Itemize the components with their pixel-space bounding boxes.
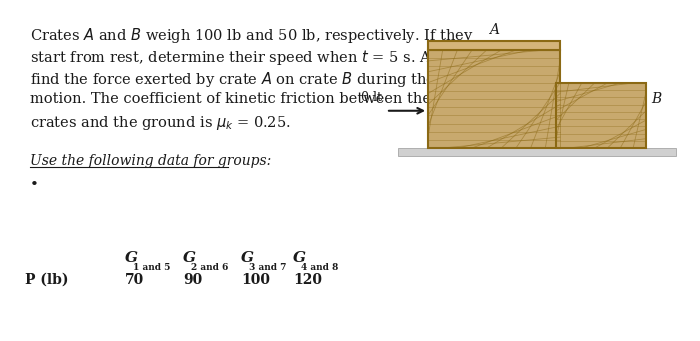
Text: crates and the ground is $\mu_k$ = 0.25.: crates and the ground is $\mu_k$ = 0.25. — [30, 114, 290, 132]
Text: •: • — [30, 178, 39, 192]
Bar — [428, 41, 560, 50]
Text: 90: 90 — [183, 273, 202, 287]
Bar — [428, 50, 560, 148]
Text: motion. The coefficient of kinetic friction between the: motion. The coefficient of kinetic frict… — [30, 92, 431, 106]
Text: start from rest, determine their speed when $t$ = 5 s. Also,: start from rest, determine their speed w… — [30, 48, 456, 67]
Text: Crates $A$ and $B$ weigh 100 lb and 50 lb, respectively. If they: Crates $A$ and $B$ weigh 100 lb and 50 l… — [30, 26, 473, 45]
Text: 2 and 6: 2 and 6 — [191, 263, 228, 272]
Text: 70: 70 — [125, 273, 144, 287]
Text: find the force exerted by crate $A$ on crate $B$ during the: find the force exerted by crate $A$ on c… — [30, 70, 435, 89]
Bar — [398, 148, 676, 156]
Text: G: G — [241, 251, 254, 265]
Text: B: B — [651, 92, 661, 106]
Text: G: G — [183, 251, 196, 265]
Text: 0 lt: 0 lt — [361, 91, 382, 104]
Text: 3 and 7: 3 and 7 — [249, 263, 286, 272]
Bar — [556, 83, 646, 148]
Text: 120: 120 — [293, 273, 322, 287]
Text: G: G — [125, 251, 138, 265]
Text: 100: 100 — [241, 273, 270, 287]
Text: 4 and 8: 4 and 8 — [301, 263, 338, 272]
Text: A: A — [489, 23, 499, 37]
Text: Use the following data for groups:: Use the following data for groups: — [30, 154, 272, 168]
Text: 1 and 5: 1 and 5 — [133, 263, 170, 272]
Text: G: G — [293, 251, 306, 265]
Text: P (lb): P (lb) — [25, 273, 69, 287]
